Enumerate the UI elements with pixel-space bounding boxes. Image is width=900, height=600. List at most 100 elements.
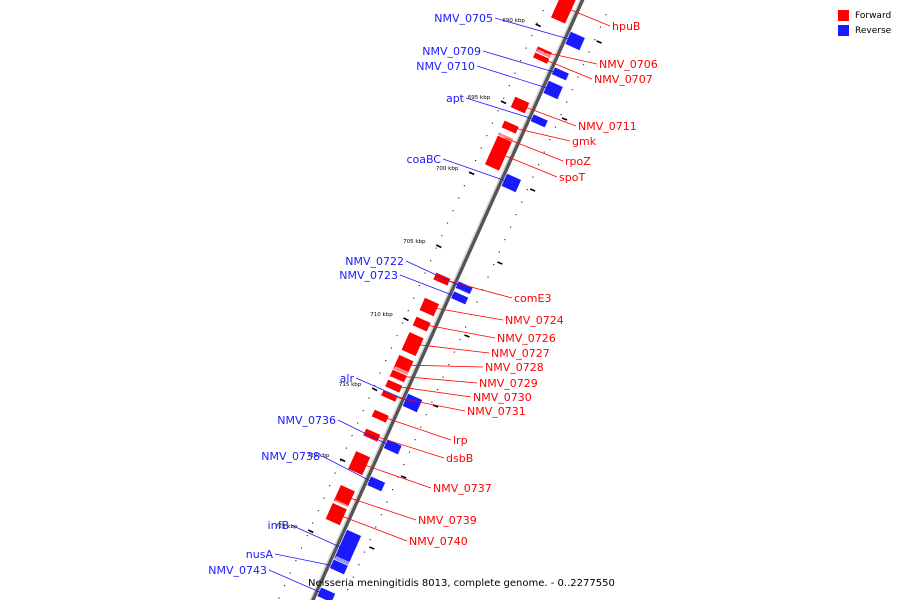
major-tick-right bbox=[596, 40, 602, 44]
gene-label[interactable]: infB bbox=[268, 519, 289, 532]
gene-label[interactable]: NMV_0739 bbox=[418, 514, 477, 527]
gene-label[interactable]: dsbB bbox=[446, 452, 473, 465]
gene-label[interactable]: NMV_0723 bbox=[339, 269, 398, 282]
minor-tick-right bbox=[380, 514, 382, 516]
reverse-gene-apt-highlight bbox=[533, 111, 552, 121]
gene-label[interactable]: spoT bbox=[559, 171, 585, 184]
major-tick-left bbox=[468, 171, 475, 176]
minor-tick-right bbox=[414, 439, 416, 441]
minor-tick-left bbox=[435, 247, 437, 249]
minor-tick-right bbox=[509, 226, 512, 228]
major-tick-right bbox=[400, 475, 407, 479]
minor-tick-left bbox=[289, 572, 291, 574]
gene-leader-line bbox=[543, 51, 598, 65]
minor-tick-right bbox=[521, 201, 523, 203]
gene-leader-line bbox=[393, 385, 472, 398]
forward-gene-NMV_0737-highlight bbox=[356, 447, 374, 458]
minor-tick-right bbox=[549, 139, 551, 141]
gene-label[interactable]: NMV_0727 bbox=[491, 347, 550, 360]
reverse-gene-nusA[interactable] bbox=[329, 558, 349, 576]
major-tick-right bbox=[561, 117, 568, 121]
forward-gene-NMV_0724[interactable] bbox=[418, 297, 440, 318]
gene-label[interactable]: gmk bbox=[572, 135, 597, 148]
gene-label[interactable]: coaBC bbox=[406, 153, 441, 166]
reverse-gene-alr-highlight bbox=[408, 390, 426, 400]
reverse-gene-NMV_0743-highlight bbox=[321, 584, 339, 594]
gene-label[interactable]: NMV_0706 bbox=[599, 58, 658, 71]
gene-label[interactable]: NMV_0736 bbox=[277, 414, 336, 427]
minor-tick-right bbox=[493, 264, 495, 266]
gene-label[interactable]: NMV_0740 bbox=[409, 535, 468, 548]
forward-gene-hpuB[interactable] bbox=[550, 0, 578, 25]
minor-tick-left bbox=[491, 122, 494, 124]
gene-label[interactable]: NMV_0711 bbox=[578, 120, 637, 133]
minor-tick-right bbox=[347, 589, 349, 591]
gene-leader-line bbox=[274, 553, 339, 568]
genome-caption: Neisseria meningitidis 8013, complete ge… bbox=[308, 578, 615, 589]
minor-tick-left bbox=[458, 197, 460, 199]
gene-label[interactable]: nusA bbox=[246, 548, 274, 561]
forward-gene-comE3-highlight bbox=[436, 269, 454, 279]
gene-label[interactable]: rpoZ bbox=[565, 155, 591, 168]
reverse-gene-NMV_0722-highlight bbox=[458, 278, 477, 288]
minor-tick-left bbox=[486, 135, 488, 137]
minor-tick-left bbox=[306, 535, 308, 537]
gene-label[interactable]: NMV_0737 bbox=[433, 482, 492, 495]
minor-tick-right bbox=[476, 301, 478, 303]
gene-label[interactable]: NMV_0705 bbox=[434, 12, 493, 25]
gene-label[interactable]: NMV_0728 bbox=[485, 361, 544, 374]
minor-tick-right bbox=[605, 14, 607, 16]
gene-leader-line bbox=[268, 569, 327, 596]
gene-label[interactable]: NMV_0730 bbox=[473, 391, 532, 404]
major-tick-left bbox=[339, 458, 346, 463]
minor-tick-right bbox=[431, 401, 433, 403]
gene-label[interactable]: NMV_0710 bbox=[416, 60, 475, 73]
reverse-gene-NMV_0736-highlight bbox=[387, 436, 406, 446]
minor-tick-right bbox=[481, 289, 484, 291]
gene-leader-line bbox=[398, 375, 478, 384]
gene-label[interactable]: NMV_0722 bbox=[345, 255, 404, 268]
minor-tick-left bbox=[463, 185, 465, 187]
gene-label[interactable]: hpuB bbox=[612, 20, 640, 33]
gene-leader-line bbox=[465, 97, 540, 122]
gene-label[interactable]: alr bbox=[340, 372, 355, 385]
gene-leader-line bbox=[412, 343, 490, 354]
minor-tick-right bbox=[532, 176, 534, 178]
gene-label[interactable]: comE3 bbox=[514, 292, 551, 305]
reverse-gene-NMV_0710[interactable] bbox=[542, 79, 564, 100]
gene-leader-line bbox=[344, 495, 417, 521]
minor-tick-left bbox=[430, 260, 432, 262]
minor-tick-right bbox=[498, 251, 500, 253]
minor-tick-left bbox=[396, 335, 398, 337]
gene-label[interactable]: NMV_0726 bbox=[497, 332, 556, 345]
minor-tick-left bbox=[542, 10, 544, 12]
gene-label[interactable]: NMV_0724 bbox=[505, 314, 564, 327]
minor-tick-left bbox=[284, 585, 286, 587]
gene-label[interactable]: NMV_0738 bbox=[261, 450, 320, 463]
forward-gene-NMV_0727-highlight bbox=[409, 328, 427, 339]
gene-label[interactable]: NMV_0731 bbox=[467, 405, 526, 418]
minor-tick-left bbox=[407, 310, 409, 312]
gene-label[interactable]: NMV_0709 bbox=[422, 45, 481, 58]
gene-leader-line bbox=[494, 17, 576, 42]
gene-label[interactable]: apt bbox=[446, 92, 465, 105]
gene-label[interactable]: NMV_0743 bbox=[208, 564, 267, 577]
minor-tick-left bbox=[328, 485, 331, 487]
minor-tick-left bbox=[278, 597, 280, 599]
tick-label: 695 kbp bbox=[468, 95, 491, 101]
tick-label: 720 kbp bbox=[307, 453, 330, 459]
minor-tick-right bbox=[363, 551, 366, 553]
minor-tick-right bbox=[538, 164, 540, 166]
gene-label[interactable]: NMV_0729 bbox=[479, 377, 538, 390]
forward-gene-NMV_0724-highlight bbox=[424, 294, 443, 304]
forward-gene-NMV_0707-highlight bbox=[535, 49, 553, 59]
gene-leader-line bbox=[505, 137, 564, 162]
forward-gene-spoT-highlight bbox=[497, 132, 516, 142]
tick-label: 715 kbp bbox=[339, 382, 362, 388]
gene-label[interactable]: lrp bbox=[453, 434, 468, 447]
minor-tick-right bbox=[448, 364, 450, 366]
gene-leader-line bbox=[429, 306, 504, 321]
legend-forward: Forward bbox=[838, 8, 891, 23]
gene-label[interactable]: NMV_0707 bbox=[594, 73, 653, 86]
